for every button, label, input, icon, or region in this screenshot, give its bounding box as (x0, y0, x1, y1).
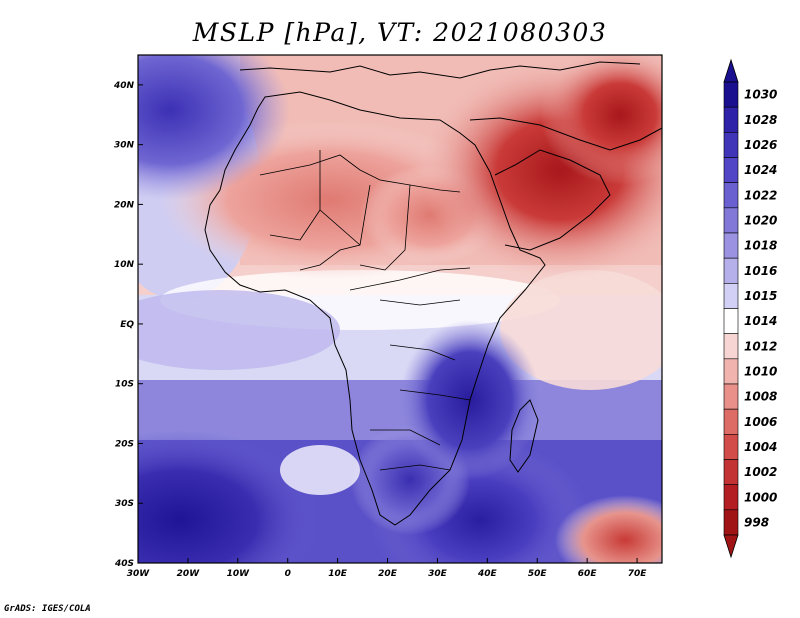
colorbar-label: 1028 (744, 113, 777, 127)
x-tick-label: 20W (177, 569, 201, 579)
colorbar-segment (723, 81, 739, 108)
x-tick-label: 0 (285, 569, 291, 579)
y-tick-label: 20N (114, 200, 135, 210)
colorbar-label: 1000 (744, 490, 777, 504)
colorbar-segment (723, 434, 739, 460)
colorbar: 1030 1028 1026 1024 1022 1020 1018 1016 1015 1014… (723, 58, 777, 559)
y-tick-label: 10N (114, 260, 135, 270)
colorbar-label: 998 (744, 515, 769, 529)
colorbar-label: 1018 (744, 239, 777, 253)
colorbar-label: 1016 (744, 264, 777, 278)
colorbar-segment (723, 308, 739, 334)
y-tick-label: 20S (115, 439, 134, 449)
pressure-field (138, 55, 662, 563)
colorbar-segment (723, 232, 739, 259)
colorbar-top-arrow (723, 58, 739, 83)
colorbar-segment (723, 106, 739, 133)
arabia-coastline (469, 117, 662, 251)
x-tick-label: 30W (127, 569, 151, 579)
colorbar-segment (723, 132, 739, 158)
x-tick-label: 50E (528, 569, 548, 579)
x-tick-label: 60E (578, 569, 598, 579)
colorbar-segment (723, 408, 739, 435)
x-tick-label: 30E (428, 569, 448, 579)
africa-coastline (204, 91, 546, 526)
colorbar-label: 1026 (744, 138, 777, 152)
colorbar-segment (723, 182, 739, 209)
colorbar-segment (723, 459, 739, 485)
y-tick-label: 40S (114, 559, 134, 569)
colorbar-segment (723, 358, 739, 385)
europe-coastline (239, 61, 641, 79)
colorbar-segment (723, 207, 739, 234)
colorbar-segment (723, 333, 739, 360)
colorbar-segment (723, 157, 739, 183)
colorbar-label: 1010 (744, 364, 777, 378)
x-tick-label: 10W (227, 569, 251, 579)
coastlines (204, 61, 662, 526)
colorbar-segment (723, 283, 739, 309)
colorbar-label: 1002 (744, 465, 777, 479)
colorbar-label: 1024 (744, 163, 777, 177)
map-frame (137, 54, 663, 564)
colorbar-label: 1014 (744, 314, 777, 328)
colorbar-segment (723, 509, 739, 536)
country-borders (259, 150, 471, 471)
colorbar-label: 1004 (744, 440, 777, 454)
y-tick-label: 30N (114, 141, 135, 151)
colorbar-segment (723, 383, 739, 410)
y-tick-label: 30S (115, 499, 134, 509)
colorbar-label: 1020 (744, 213, 777, 227)
x-tick-label: 10E (328, 569, 348, 579)
colorbar-label: 1030 (744, 88, 777, 102)
x-tick-label: 40E (477, 569, 498, 579)
y-axis: 40N 30N 20N 10N EQ 10S 20S 30S 40S (113, 81, 143, 569)
colorbar-label: 1022 (744, 188, 777, 202)
y-tick-label: 10S (115, 380, 134, 390)
y-tick-label: 40N (113, 81, 135, 91)
colorbar-label: 1008 (744, 390, 777, 404)
x-tick-label: 20E (378, 569, 398, 579)
grads-credit: GrADS: IGES/COLA (4, 604, 91, 614)
colorbar-bottom-arrow (723, 534, 739, 559)
madagascar-coastline (509, 399, 539, 473)
x-tick-label: 70E (628, 569, 648, 579)
colorbar-label: 1006 (744, 415, 777, 429)
colorbar-label: 1015 (744, 289, 777, 303)
colorbar-segment (723, 484, 739, 511)
colorbar-segment (723, 257, 739, 284)
y-tick-label: EQ (120, 320, 134, 330)
colorbar-label: 1012 (744, 339, 777, 353)
chart-title: MSLP [hPa], VT: 2021080303 (192, 18, 608, 47)
x-axis: 30W 20W 10W 0 10E 20E 30E 40E 50E 60E 70E (127, 558, 647, 579)
